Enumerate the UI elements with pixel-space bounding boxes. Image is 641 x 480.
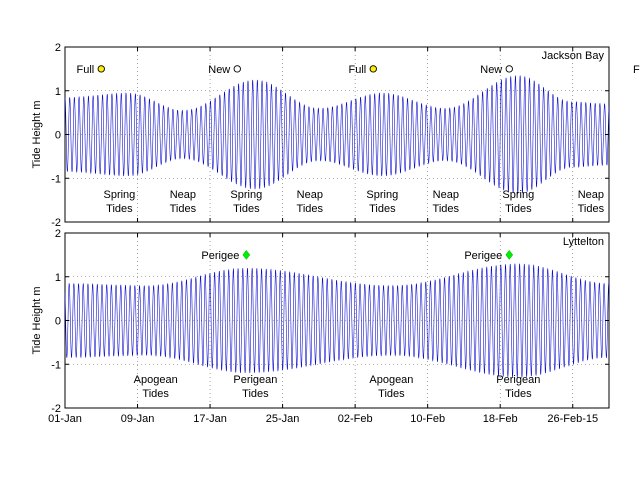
y-tick-label: -2 — [51, 217, 61, 229]
x-tick-label: 17-Jan — [193, 413, 227, 425]
panel-top: -2 -1 0 1 2 Full New Full New F Spring Tides Neap Ti… — [31, 42, 640, 229]
x-tick-label: 01-Jan — [48, 413, 82, 425]
tide-phase-label: Spring — [104, 189, 136, 201]
x-ticks-top — [64, 47, 574, 222]
tide-series-top — [64, 75, 610, 194]
y-axis-label-bottom: Tide Height m — [31, 286, 43, 354]
tide-phase-label: Apogean — [134, 374, 178, 386]
y-tick-label: 0 — [55, 316, 61, 328]
tide-phase-label: Perigean — [496, 374, 540, 386]
x-tick-label: 09-Jan — [121, 413, 155, 425]
x-tick-label: 18-Feb — [483, 413, 518, 425]
moon-phase-marker — [505, 65, 513, 73]
tide-phase-label: Spring — [502, 189, 534, 201]
perigee-label: Perigee — [201, 250, 239, 262]
y-ticks-bottom: -2 -1 0 1 2 — [51, 228, 609, 415]
tide-phase-label: Tides — [369, 203, 396, 215]
tide-phase-label: Tides — [142, 388, 169, 400]
annotations-top: Full New Full New F Spring Tides Neap Tides Sprin… — [77, 64, 640, 215]
moon-phase-label: New — [208, 64, 230, 76]
perigee-marker — [505, 249, 514, 260]
x-ticks-bottom: 01-Jan 09-Jan 17-Jan 25-Jan 02-Feb 10-Feb 18-F… — [48, 233, 598, 425]
tide-phase-label: Neap — [433, 189, 459, 201]
moon-phase-marker — [233, 65, 241, 73]
tide-phase-label: Tides — [242, 388, 269, 400]
tide-phase-label: Spring — [366, 189, 398, 201]
annotations-bottom: Perigee Perigee Apogean Tides Perigean Tides A… — [134, 250, 541, 400]
y-tick-label: 2 — [55, 42, 61, 54]
station-label-top: Jackson Bay — [542, 50, 605, 62]
x-tick-label: 02-Feb — [338, 413, 373, 425]
tide-phase-label: Tides — [505, 388, 532, 400]
moon-phase-label-clipped: F — [633, 64, 640, 76]
tide-series-bottom — [64, 263, 610, 378]
y-tick-label: 1 — [55, 86, 61, 98]
y-tick-label: 2 — [55, 228, 61, 240]
tide-phase-label: Neap — [297, 189, 323, 201]
tide-line — [64, 75, 610, 194]
panel-bottom: -2 -1 0 1 2 01-Jan 09-Jan 17-Jan 25-Jan 02-Feb 10… — [31, 228, 610, 425]
tide-phase-label: Tides — [433, 203, 460, 215]
perigee-marker — [242, 249, 251, 260]
x-tick-label: 25-Jan — [266, 413, 300, 425]
tide-phase-label: Neap — [578, 189, 604, 201]
tide-phase-label: Neap — [170, 189, 196, 201]
moon-phase-marker — [369, 65, 377, 73]
tide-line — [64, 263, 610, 378]
y-tick-label: 0 — [55, 130, 61, 142]
tide-phase-label: Tides — [578, 203, 605, 215]
station-label-bottom: Lyttelton — [563, 236, 604, 248]
moon-phase-label: New — [480, 64, 502, 76]
grid-top — [65, 47, 609, 222]
tide-phase-label: Spring — [230, 189, 262, 201]
tide-phase-label: Tides — [170, 203, 197, 215]
tide-phase-label: Tides — [505, 203, 532, 215]
y-ticks-top: -2 -1 0 1 2 — [51, 42, 609, 229]
x-tick-label: 26-Feb-15 — [547, 413, 598, 425]
tide-phase-label: Tides — [106, 203, 133, 215]
y-tick-label: -1 — [51, 173, 61, 185]
moon-phase-label: Full — [77, 64, 95, 76]
tide-phase-label: Tides — [233, 203, 260, 215]
tide-phase-label: Perigean — [233, 374, 277, 386]
x-tick-label: 10-Feb — [410, 413, 445, 425]
tide-phase-label: Tides — [378, 388, 405, 400]
moon-phase-label: Full — [349, 64, 367, 76]
perigee-label: Perigee — [464, 250, 502, 262]
y-tick-label: -1 — [51, 359, 61, 371]
tide-phase-label: Tides — [297, 203, 324, 215]
y-tick-label: -2 — [51, 403, 61, 415]
y-tick-label: 1 — [55, 272, 61, 284]
moon-phase-marker — [97, 65, 105, 73]
y-axis-label-top: Tide Height m — [31, 100, 43, 168]
grid-bottom — [65, 233, 609, 408]
tide-phase-label: Apogean — [369, 374, 413, 386]
